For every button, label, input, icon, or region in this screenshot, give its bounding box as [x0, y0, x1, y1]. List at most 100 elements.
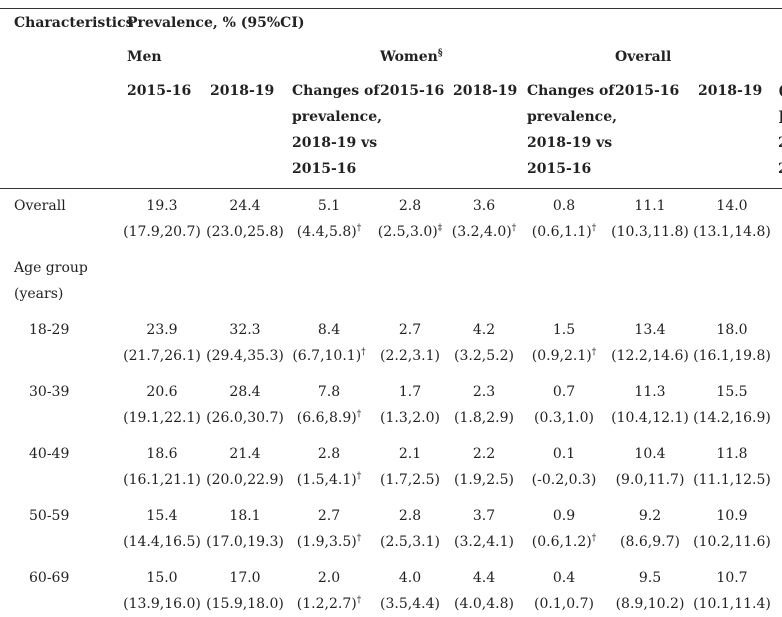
value-cell: 2.3 (1.8,2.9) — [439, 379, 529, 431]
confidence-interval: (19.1,22.1) — [117, 405, 207, 431]
confidence-interval: (9.0,11.7) — [605, 467, 695, 493]
value-cell: 11.1 (10.3,11.8) — [605, 193, 695, 245]
estimate: 11.8 — [716, 446, 748, 462]
estimate: 2.3 — [472, 384, 496, 400]
estimate: 2.0 — [317, 570, 341, 586]
ci-text: (11.1,12.5) — [693, 472, 771, 488]
confidence-interval: (1.2,2.7)† — [284, 591, 374, 617]
confidence-interval: (15.9,18.0) — [200, 591, 290, 617]
clipped-header-line: ( — [778, 78, 782, 104]
ci-text: (17.0,19.3) — [206, 534, 284, 550]
confidence-interval: (3.5,4.4) — [365, 591, 455, 617]
value-cell: 0.4 (0.1,0.7) — [519, 565, 609, 617]
estimate: 21.4 — [229, 446, 261, 462]
row-label: Age group (years) — [14, 255, 88, 307]
confidence-interval: (13.9,16.0) — [117, 591, 207, 617]
confidence-interval: (23.0,25.8) — [200, 219, 290, 245]
estimate: 0.8 — [552, 198, 576, 214]
confidence-interval: (6.7,10.1)† — [284, 343, 374, 369]
confidence-interval: (29.4,35.3) — [200, 343, 290, 369]
estimate: 32.3 — [229, 322, 261, 338]
ci-text: (4.4,5.8) — [296, 224, 357, 240]
overall-2018-19-header: 2018-19 — [698, 83, 763, 99]
ci-text: (26.0,30.7) — [206, 410, 284, 426]
men-2018-19-header: 2018-19 — [210, 83, 275, 99]
value-cell: 2.2 (1.9,2.5) — [439, 441, 529, 493]
row-label-line: 40-49 — [29, 446, 70, 462]
estimate: 18.0 — [716, 322, 748, 338]
women-change-header-line: 2015-16 — [527, 161, 592, 177]
women-change-header-line: prevalence, — [527, 109, 617, 125]
row-label: Overall — [14, 193, 66, 219]
confidence-interval: (26.0,30.7) — [200, 405, 290, 431]
confidence-interval: (16.1,19.8) — [687, 343, 777, 369]
value-cell: 8.4 (6.7,10.1)† — [284, 317, 374, 369]
value-cell: 24.4 (23.0,25.8) — [200, 193, 290, 245]
estimate: 2.8 — [317, 446, 341, 462]
estimate: 24.4 — [229, 198, 261, 214]
confidence-interval: (0.6,1.1)† — [519, 219, 609, 245]
women-2015-16-header: 2015-16 — [380, 83, 445, 99]
ci-text: (2.5,3.0) — [377, 224, 438, 240]
estimate: 14.0 — [716, 198, 748, 214]
estimate: 28.4 — [229, 384, 261, 400]
value-cell: 0.7 (0.3,1.0) — [519, 379, 609, 431]
confidence-interval: (2.2,3.1) — [365, 343, 455, 369]
value-cell: 21.4 (20.0,22.9) — [200, 441, 290, 493]
value-cell: 9.5 (8.9,10.2) — [605, 565, 695, 617]
ci-text: (15.9,18.0) — [206, 596, 284, 612]
men-change-header-line: 2015-16 — [292, 161, 357, 177]
estimate: 3.7 — [472, 508, 496, 524]
estimate: 2.7 — [398, 322, 422, 338]
women-change-header-line: 2018-19 vs — [527, 135, 613, 151]
row-label: 60-69 — [29, 565, 69, 591]
value-cell: 11.8 (11.1,12.5) — [687, 441, 777, 493]
ci-text: (0.1,0.7) — [534, 596, 594, 612]
estimate: 17.0 — [229, 570, 261, 586]
confidence-interval: (20.0,22.9) — [200, 467, 290, 493]
estimate: 13.4 — [634, 322, 666, 338]
significance-mark: † — [591, 533, 597, 544]
value-cell: 15.0 (13.9,16.0) — [117, 565, 207, 617]
confidence-interval: (14.2,16.9) — [687, 405, 777, 431]
men-2015-16-header: 2015-16 — [127, 83, 192, 99]
estimate: 8.4 — [317, 322, 341, 338]
estimate: 0.4 — [552, 570, 576, 586]
row-label: 50-59 — [29, 503, 69, 529]
confidence-interval: (10.4,12.1) — [605, 405, 695, 431]
estimate: 2.1 — [398, 446, 422, 462]
estimate: 10.9 — [716, 508, 748, 524]
value-cell: 19.3 (17.9,20.7) — [117, 193, 207, 245]
ci-text: (23.0,25.8) — [206, 224, 284, 240]
women-2018-19-header: 2018-19 — [453, 83, 518, 99]
ci-text: (20.0,22.9) — [206, 472, 284, 488]
confidence-interval: (12.2,14.6) — [605, 343, 695, 369]
confidence-interval: (3.2,5.2) — [439, 343, 529, 369]
ci-text: (2.5,3.1) — [380, 534, 440, 550]
value-cell: 17.0 (15.9,18.0) — [200, 565, 290, 617]
estimate: 1.5 — [552, 322, 576, 338]
value-cell: 4.2 (3.2,5.2) — [439, 317, 529, 369]
overall-2015-16-header: 2015-16 — [615, 83, 680, 99]
estimate: 18.6 — [146, 446, 178, 462]
value-cell: 15.4 (14.4,16.5) — [117, 503, 207, 555]
men-change-header-line: 2018-19 vs — [292, 135, 378, 151]
value-cell: 0.1 (-0.2,0.3) — [519, 441, 609, 493]
value-cell: 1.7 (1.3,2.0) — [365, 379, 455, 431]
ci-text: (10.3,11.8) — [611, 224, 689, 240]
confidence-interval: (10.2,11.6) — [687, 529, 777, 555]
confidence-interval: (10.3,11.8) — [605, 219, 695, 245]
value-cell: 2.8 (1.5,4.1)† — [284, 441, 374, 493]
ci-text: (1.3,2.0) — [380, 410, 440, 426]
confidence-interval: (1.5,4.1)† — [284, 467, 374, 493]
ci-text: (0.3,1.0) — [534, 410, 594, 426]
value-cell: 0.8 (0.6,1.1)† — [519, 193, 609, 245]
estimate: 5.1 — [317, 198, 341, 214]
characteristics-header: Characteristics — [14, 15, 134, 31]
ci-text: (6.6,8.9) — [296, 410, 357, 426]
ci-text: (0.6,1.2) — [531, 534, 592, 550]
estimate: 11.1 — [634, 198, 666, 214]
value-cell: 18.6 (16.1,21.1) — [117, 441, 207, 493]
confidence-interval: (3.2,4.1) — [439, 529, 529, 555]
ci-text: (3.5,4.4) — [380, 596, 440, 612]
